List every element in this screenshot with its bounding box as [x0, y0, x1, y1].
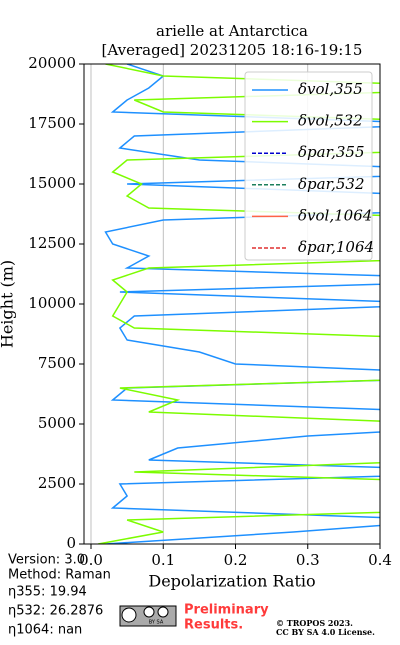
y-tick-label: 15000 — [28, 174, 76, 192]
eta-355: η355: 19.94 — [8, 585, 87, 600]
legend-label: δpar,532 — [298, 175, 365, 193]
preliminary: Results. — [184, 618, 243, 633]
legend-label: δpar,1064 — [298, 238, 374, 256]
cc-badge: BY SA — [120, 606, 176, 626]
y-tick-label: 10000 — [28, 294, 76, 312]
x-tick-label: 0.2 — [224, 551, 248, 569]
x-axis-label: Depolarization Ratio — [148, 572, 315, 591]
y-tick-label: 17500 — [28, 114, 76, 132]
y-tick-label: 0 — [66, 534, 76, 552]
x-tick-label: 0.4 — [368, 551, 392, 569]
y-tick-label: 12500 — [28, 234, 76, 252]
y-tick-label: 2500 — [38, 474, 76, 492]
x-tick-label: 0.3 — [296, 551, 320, 569]
y-tick-label: 5000 — [38, 414, 76, 432]
badge-by — [144, 607, 154, 617]
y-tick-label: 7500 — [38, 354, 76, 372]
badge-text: BY SA — [149, 620, 164, 626]
eta-532: η532: 26.2876 — [8, 604, 103, 619]
legend-label: δpar,355 — [298, 143, 365, 161]
license: CC BY SA 4.0 License. — [276, 627, 375, 637]
version: Version: 3.0 — [8, 553, 85, 568]
y-axis-label: Height (m) — [0, 260, 17, 348]
y-tick-label: 20000 — [28, 54, 76, 72]
method: Method: Raman — [8, 568, 111, 583]
x-tick-label: 0.1 — [151, 551, 175, 569]
badge-cc — [122, 608, 136, 622]
legend-label: δvol,1064 — [298, 206, 372, 224]
legend-box — [245, 72, 372, 260]
legend-label: δvol,532 — [298, 112, 363, 130]
legend-label: δvol,355 — [298, 80, 363, 98]
chart-subtitle: [Averaged] 20231205 18:16-19:15 — [102, 41, 363, 59]
eta-1064: η1064: nan — [8, 623, 82, 638]
preliminary: Preliminary — [184, 603, 269, 618]
chart-title: arielle at Antarctica — [156, 22, 308, 40]
badge-sa — [158, 607, 168, 617]
